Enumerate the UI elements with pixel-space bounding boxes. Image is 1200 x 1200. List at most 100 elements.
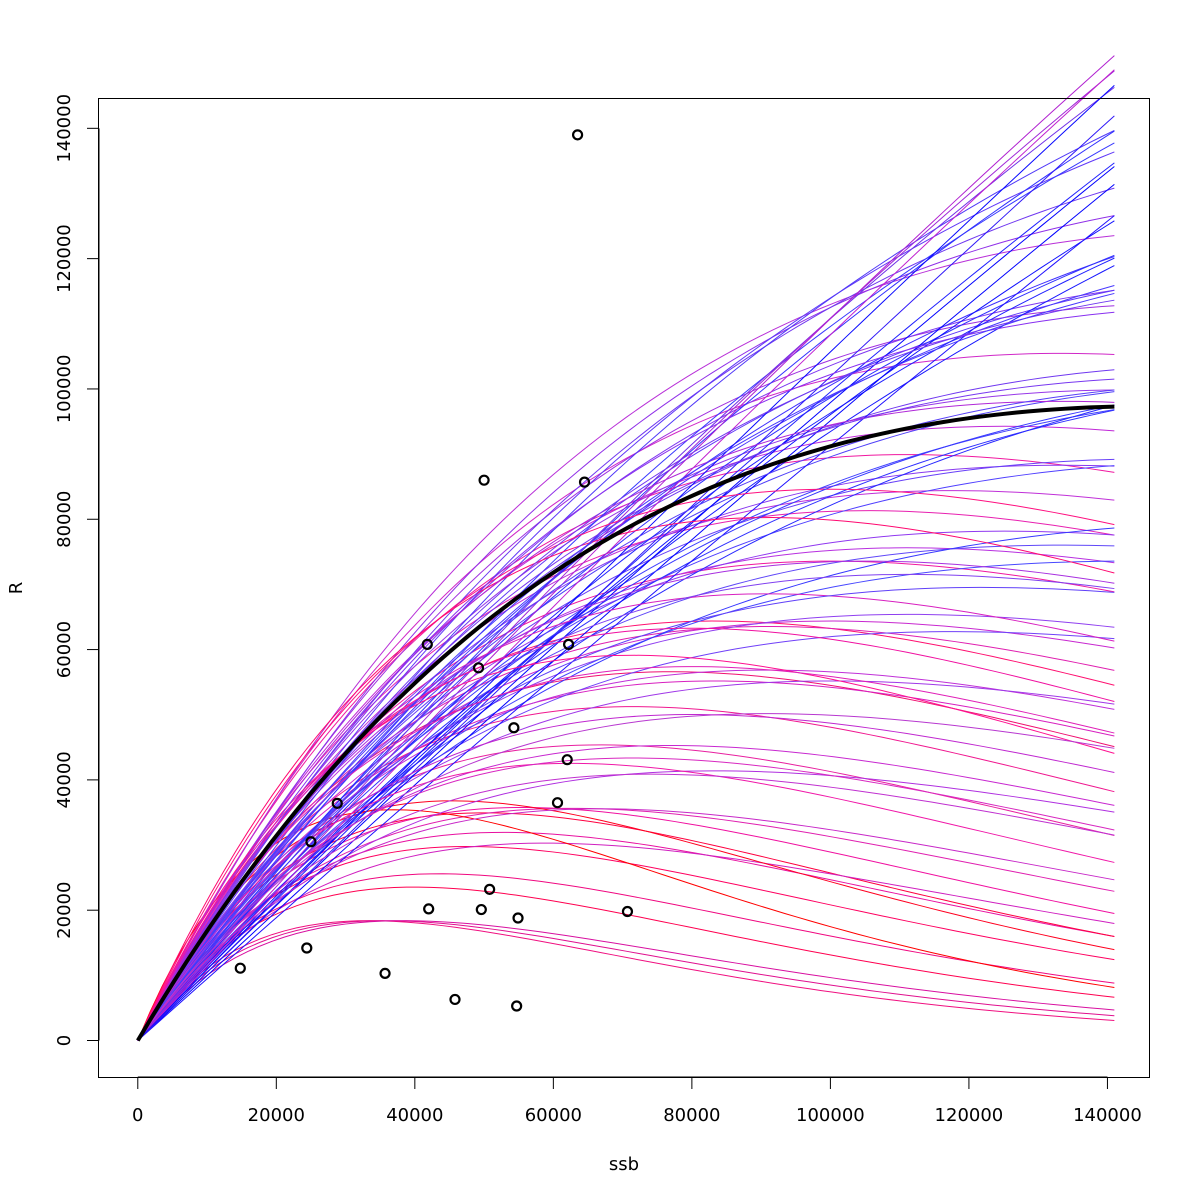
- sample-curve-40: [137, 465, 1115, 1041]
- x-tick-label: 20000: [248, 1105, 305, 1126]
- observed-point-17: [301, 942, 313, 954]
- sample-curve-62: [137, 220, 1115, 1041]
- observed-point-15: [512, 912, 524, 924]
- observed-point-8: [561, 754, 573, 766]
- sample-curve-78: [137, 713, 1115, 1041]
- sample-curve-35: [137, 425, 1115, 1041]
- sample-curve-24: [137, 620, 1115, 1041]
- sample-curve-11: [137, 807, 1115, 1041]
- observed-point-18: [234, 962, 246, 974]
- observed-point-21: [511, 1000, 523, 1012]
- sample-curve-7: [137, 831, 1115, 1041]
- sample-curve-66: [137, 166, 1115, 1041]
- sample-curve-2: [137, 920, 1115, 1041]
- sample-curve-63: [137, 87, 1115, 1041]
- sample-curve-67: [137, 55, 1115, 1041]
- x-tick-label: 120000: [935, 1105, 1004, 1126]
- sample-curve-80: [137, 593, 1115, 1041]
- sample-curve-3: [137, 920, 1115, 1041]
- sample-curve-54: [137, 256, 1115, 1041]
- sample-curve-31: [137, 490, 1115, 1041]
- sample-curve-56: [137, 254, 1115, 1041]
- sample-curve-68: [137, 183, 1115, 1041]
- sample-curve-81: [137, 573, 1115, 1041]
- y-tick-label: 120000: [54, 224, 75, 293]
- sample-curve-93: [137, 773, 1115, 1041]
- x-tick-label: 0: [132, 1105, 143, 1126]
- sample-curve-69: [137, 215, 1115, 1041]
- sample-curve-57: [137, 129, 1115, 1041]
- sample-curve-59: [137, 142, 1115, 1041]
- sample-curve-22: [137, 625, 1115, 1041]
- y-axis: 0 20000 40000 60000 80000 100000 120000 140000: [54, 94, 100, 1046]
- sample-curve-64: [137, 70, 1115, 1041]
- observed-point-9: [331, 797, 343, 809]
- sample-curve-91: [137, 666, 1115, 1041]
- sample-curve-88: [137, 292, 1115, 1041]
- y-axis-title: R: [6, 582, 27, 595]
- y-tick-label: 80000: [54, 491, 75, 548]
- sample-curve-65: [137, 162, 1115, 1041]
- observed-point-16: [621, 905, 634, 918]
- sample-curve-74: [137, 517, 1115, 1041]
- sample-curve-4: [137, 886, 1115, 1041]
- x-axis: 0 20000 40000 60000 80000 100000 120000 140000: [132, 1076, 1142, 1126]
- observed-point-5: [562, 638, 575, 650]
- sample-curve-46: [137, 235, 1115, 1041]
- observed-point-14: [475, 903, 487, 916]
- sample-curve-73: [137, 488, 1115, 1041]
- sample-curve-34: [137, 464, 1115, 1041]
- sample-curve-84: [137, 389, 1115, 1041]
- y-tick-label: 140000: [54, 94, 75, 163]
- sample-curve-49: [137, 215, 1115, 1041]
- observed-point-4: [421, 638, 433, 650]
- sample-curve-33: [137, 544, 1115, 1041]
- x-axis-title: ssb: [609, 1154, 639, 1175]
- y-tick-label: 20000: [54, 882, 75, 939]
- x-tick-label: 140000: [1073, 1105, 1142, 1126]
- sample-curve-77: [137, 757, 1115, 1041]
- sample-curve-94: [137, 808, 1115, 1041]
- sample-curve-90: [137, 627, 1115, 1041]
- sample-curve-13: [137, 809, 1115, 1041]
- sample-curve-60: [137, 265, 1115, 1041]
- sample-curve-12: [137, 800, 1115, 1041]
- observed-point-6: [472, 662, 485, 674]
- sample-curve-89: [137, 378, 1115, 1041]
- sample-curve-72: [137, 115, 1115, 1041]
- x-tick-label: 80000: [663, 1105, 720, 1126]
- sample-curve-75: [137, 654, 1115, 1041]
- fitted-curve: [136, 404, 1115, 1042]
- observed-point-20: [449, 993, 461, 1006]
- sample-curve-92: [137, 714, 1115, 1041]
- observed-point-7: [508, 722, 520, 734]
- sample-curve-9: [137, 806, 1115, 1041]
- sample-curve-39: [137, 352, 1115, 1041]
- sample-curve-1: [137, 920, 1115, 1041]
- y-tick-label: 40000: [54, 751, 75, 808]
- sample-curves-group: [137, 55, 1115, 1041]
- sample-curve-82: [137, 586, 1115, 1041]
- sample-curve-51: [137, 285, 1115, 1041]
- sample-curve-37: [137, 458, 1115, 1041]
- observed-point-3: [578, 476, 591, 488]
- sample-curve-27: [137, 547, 1115, 1041]
- sample-curve-52: [137, 187, 1115, 1041]
- sample-curve-44: [137, 391, 1115, 1041]
- x-tick-label: 40000: [386, 1105, 443, 1126]
- sample-curve-70: [137, 69, 1115, 1041]
- sample-curve-50: [137, 409, 1115, 1041]
- observed-points-group: [234, 129, 634, 1012]
- sample-curve-32: [137, 454, 1115, 1041]
- sample-curve-21: [137, 669, 1115, 1041]
- sample-curve-83: [137, 400, 1115, 1041]
- observed-point-12: [484, 883, 496, 895]
- observed-point-19: [379, 967, 391, 980]
- y-tick-label: 60000: [54, 621, 75, 678]
- sample-curve-38: [137, 389, 1115, 1041]
- y-tick-label: 0: [54, 1035, 75, 1046]
- y-tick-label: 100000: [54, 355, 75, 424]
- observed-point-11: [305, 836, 317, 848]
- sample-curve-5: [137, 873, 1115, 1041]
- observed-point-10: [551, 797, 564, 809]
